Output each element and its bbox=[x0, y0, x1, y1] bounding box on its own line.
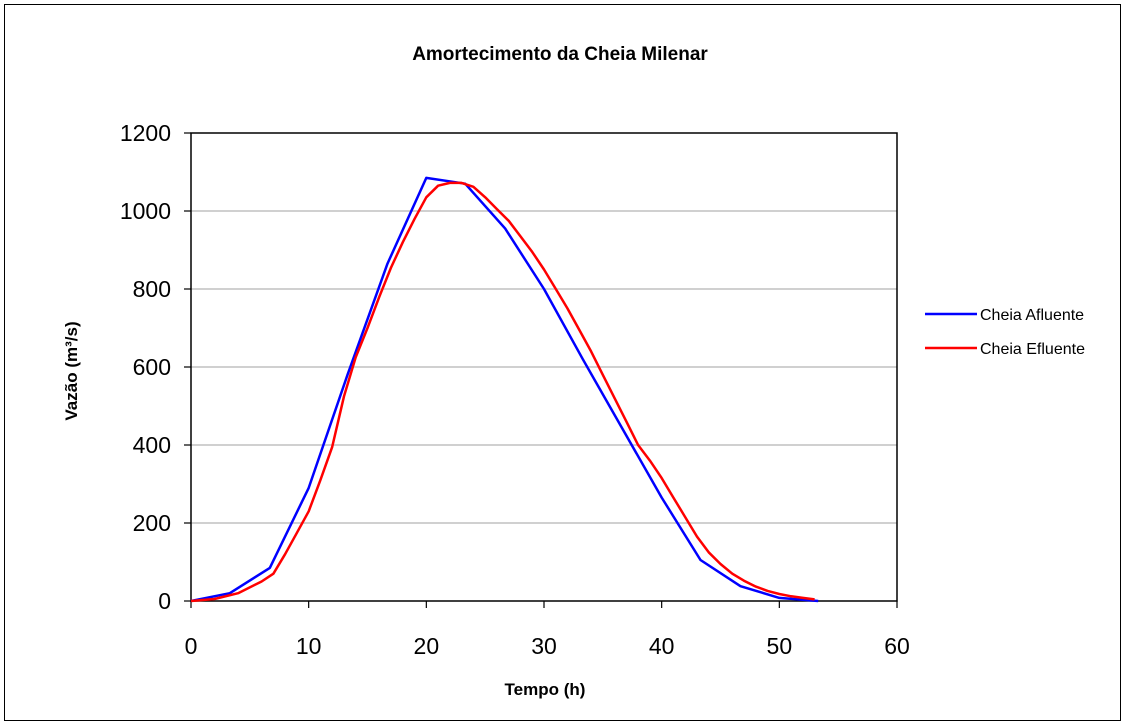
y-axis-title: Vazão (m³/s) bbox=[62, 321, 81, 420]
x-tick-label: 10 bbox=[296, 633, 322, 659]
x-axis-title: Tempo (h) bbox=[505, 680, 586, 699]
y-tick-label: 200 bbox=[133, 510, 171, 536]
series-line-1 bbox=[190, 176, 819, 603]
chart-title: Amortecimento da Cheia Milenar bbox=[412, 44, 708, 65]
y-tick-label: 800 bbox=[133, 276, 171, 302]
x-tick-label: 60 bbox=[884, 633, 910, 659]
legend-label-1: Cheia Afluente bbox=[980, 307, 1084, 324]
x-tick-label: 40 bbox=[649, 633, 675, 659]
y-tick-label: 1200 bbox=[120, 120, 171, 146]
series-line-2 bbox=[190, 181, 815, 603]
x-tick-label: 20 bbox=[414, 633, 440, 659]
gridlines bbox=[191, 210, 897, 524]
y-tick-label: 400 bbox=[133, 432, 171, 458]
legend-label-2: Cheia Efluente bbox=[980, 341, 1085, 358]
axis-ticks: 0 200 400 600 800 1000 1200 0 10 20 30 40 50 60 bbox=[120, 120, 910, 659]
x-tick-label: 50 bbox=[767, 633, 793, 659]
series-layer bbox=[190, 176, 819, 603]
legend: Cheia Afluente Cheia Efluente bbox=[925, 307, 1085, 358]
line-chart: Amortecimento da Cheia Milenar 020040060… bbox=[62, 44, 1085, 699]
y-tick-label: 600 bbox=[133, 354, 171, 380]
x-tick-label: 0 bbox=[185, 633, 198, 659]
x-tick-label: 30 bbox=[531, 633, 557, 659]
y-tick-label: 0 bbox=[158, 588, 171, 614]
chart-frame: Amortecimento da Cheia Milenar 0 200 400 60… bbox=[4, 4, 1121, 721]
y-tick-label: 1000 bbox=[120, 198, 171, 224]
